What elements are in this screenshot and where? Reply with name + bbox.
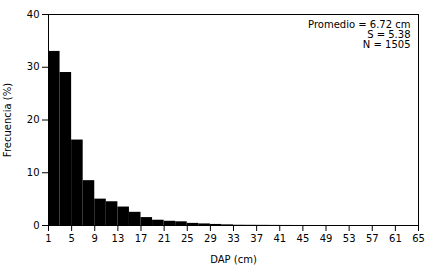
svg-text:41: 41 [273,233,286,244]
svg-text:Promedio = 6.72 cmS = 5.38N =: Promedio = 6.72 cmS = 5.38N = 1505 [308,19,410,50]
svg-text:5: 5 [68,233,74,244]
svg-text:DAP (cm): DAP (cm) [210,254,257,265]
svg-text:1: 1 [45,233,51,244]
svg-text:49: 49 [320,233,333,244]
svg-text:40: 40 [27,9,40,20]
svg-text:10: 10 [27,167,40,178]
svg-text:37: 37 [250,233,263,244]
svg-text:33: 33 [227,233,240,244]
svg-text:53: 53 [343,233,356,244]
svg-text:20: 20 [27,114,40,125]
svg-text:65: 65 [412,233,425,244]
svg-text:0: 0 [33,220,39,231]
svg-text:Frecuencia (%): Frecuencia (%) [2,83,13,157]
svg-text:25: 25 [181,233,194,244]
svg-text:9: 9 [92,233,98,244]
svg-text:45: 45 [297,233,310,244]
svg-text:17: 17 [135,233,148,244]
svg-text:30: 30 [27,61,40,72]
svg-text:13: 13 [112,233,125,244]
svg-text:29: 29 [204,233,217,244]
svg-text:57: 57 [366,233,379,244]
svg-text:61: 61 [389,233,402,244]
svg-text:21: 21 [158,233,171,244]
